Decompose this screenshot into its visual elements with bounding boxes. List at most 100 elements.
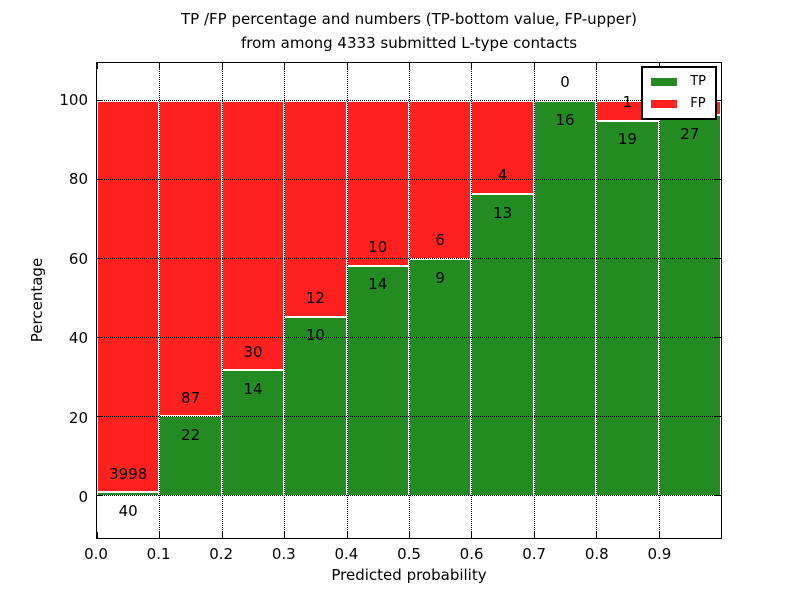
gridline-v <box>159 63 161 538</box>
x-tick-label: 0.8 <box>584 545 609 563</box>
x-tick-top <box>596 63 598 69</box>
gridline-v <box>658 63 660 538</box>
fp-count-label: 6 <box>435 231 445 250</box>
tp-bar <box>346 265 409 497</box>
x-tick-bottom <box>97 532 98 538</box>
chart-title-line2: from among 4333 submitted L-type contact… <box>240 34 578 52</box>
chart-title-line1: TP /FP percentage and numbers (TP-bottom… <box>181 10 637 28</box>
y-tick-right <box>715 416 721 418</box>
tp-count-label: 40 <box>118 501 138 520</box>
tp-bar <box>596 120 659 497</box>
fp-bar <box>284 100 347 317</box>
y-tick-left <box>97 337 103 339</box>
x-tick-top <box>159 63 161 69</box>
x-tick-label: 0.9 <box>647 545 672 563</box>
fp-count-label: 4 <box>497 166 508 185</box>
y-tick-right <box>715 99 721 101</box>
x-tick-top <box>221 63 223 69</box>
y-tick-right <box>715 178 721 180</box>
fp-bar <box>221 100 285 371</box>
tp-count-label: 14 <box>368 275 388 294</box>
x-tick-label: 0.3 <box>271 545 296 563</box>
tp-count-label: 14 <box>243 379 263 398</box>
gridline-v <box>346 63 348 538</box>
tp-bar <box>159 416 222 497</box>
tp-count-label: 19 <box>617 130 637 149</box>
x-tick-bottom <box>596 532 598 538</box>
legend: TP FP <box>641 66 717 120</box>
x-tick-bottom <box>346 532 348 538</box>
fp-count-label: 3998 <box>109 464 148 483</box>
y-tick-label: 80 <box>68 170 88 189</box>
fp-count-label: 1 <box>622 93 633 112</box>
fp-count-label: 0 <box>560 73 570 92</box>
tp-count-label: 10 <box>305 326 325 345</box>
legend-label-tp: TP <box>690 74 706 89</box>
tp-count-label: 13 <box>493 203 513 222</box>
x-tick-label: 0.4 <box>334 545 359 563</box>
legend-entry-tp: TP <box>651 75 706 89</box>
tp-bar <box>471 193 534 497</box>
y-tick-right <box>715 337 721 339</box>
y-tick-left <box>97 99 103 101</box>
x-tick-label: 0.5 <box>397 545 421 563</box>
legend-label-fp: FP <box>690 96 706 111</box>
x-tick-bottom <box>471 532 473 538</box>
gridline-v <box>596 63 598 538</box>
x-tick-bottom <box>409 532 410 538</box>
y-tick-left <box>97 495 103 497</box>
fp-bar <box>97 100 160 493</box>
tp-count-label: 22 <box>181 425 201 444</box>
gridline-v <box>409 63 410 538</box>
y-tick-label: 60 <box>68 249 88 268</box>
gridline-v <box>471 63 473 538</box>
x-tick-bottom <box>533 532 535 538</box>
gridline-v <box>533 63 535 538</box>
tp-bar <box>409 259 472 497</box>
plot-area: TP FP 3998408722301412101014694130161191… <box>96 62 722 539</box>
fp-bar <box>471 100 534 194</box>
y-tick-label: 0 <box>78 487 88 506</box>
tp-count-label: 9 <box>435 268 445 287</box>
gridline-v <box>221 63 223 538</box>
y-tick-right <box>715 495 721 497</box>
fp-count-label: 10 <box>368 238 388 257</box>
tp-count-label: 27 <box>680 124 700 143</box>
x-tick-label: 0.7 <box>522 545 547 563</box>
x-tick-label: 0.6 <box>459 545 484 563</box>
tp-bar <box>284 316 347 497</box>
x-tick-top <box>409 63 410 69</box>
x-tick-top <box>284 63 286 69</box>
y-tick-left <box>97 178 103 180</box>
x-tick-bottom <box>159 532 161 538</box>
x-axis-label: Predicted probability <box>331 566 487 584</box>
tp-count-label: 16 <box>555 110 575 129</box>
y-tick-label: 40 <box>68 329 88 348</box>
fp-count-label: 12 <box>305 288 325 307</box>
tp-swatch <box>651 78 678 86</box>
tp-bar <box>533 100 597 497</box>
x-tick-label: 0.1 <box>146 545 171 563</box>
y-tick-label: 20 <box>68 408 88 427</box>
x-tick-top <box>533 63 535 69</box>
y-tick-label: 100 <box>59 91 88 110</box>
tp-bar <box>658 115 721 497</box>
y-tick-left <box>97 258 103 260</box>
x-tick-top <box>471 63 473 69</box>
fp-bar <box>409 100 472 260</box>
y-tick-right <box>715 258 721 260</box>
x-tick-label: 0.2 <box>209 545 234 563</box>
x-tick-bottom <box>658 532 660 538</box>
fp-count-label: 87 <box>181 388 201 407</box>
x-tick-label: 0.0 <box>84 545 108 563</box>
chart-title: TP /FP percentage and numbers (TP-bottom… <box>96 7 722 55</box>
fp-count-label: 30 <box>243 342 263 361</box>
gridline-v <box>284 63 286 538</box>
y-tick-left <box>97 416 103 418</box>
fp-bar <box>346 100 409 266</box>
x-tick-bottom <box>221 532 223 538</box>
x-tick-top <box>97 63 98 69</box>
x-tick-bottom <box>284 532 286 538</box>
legend-entry-fp: FP <box>651 97 706 111</box>
